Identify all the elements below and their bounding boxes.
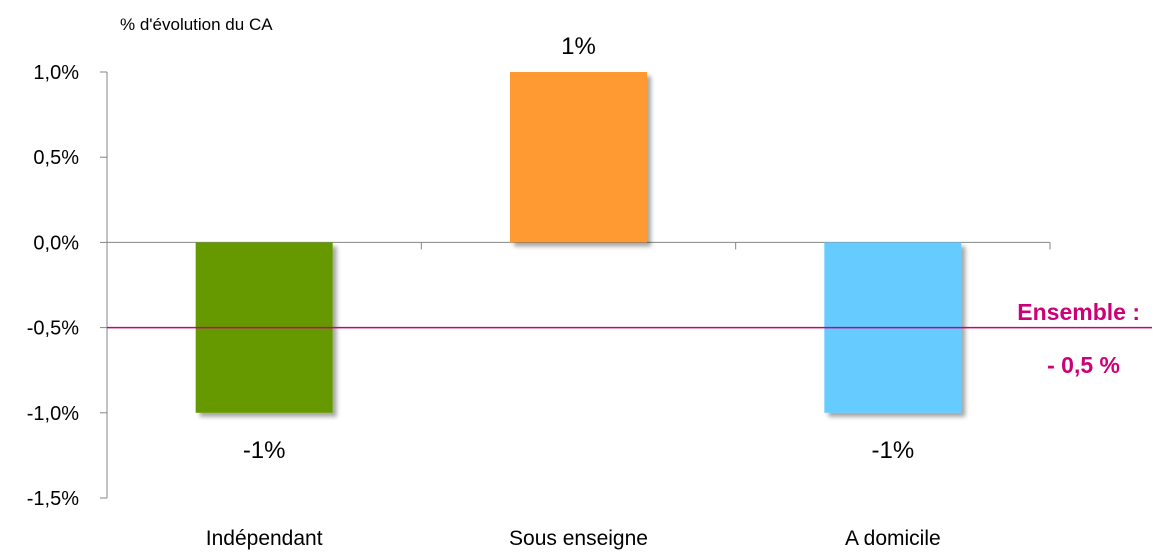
category-label: A domicile bbox=[845, 527, 941, 550]
reference-value: - 0,5 % bbox=[1047, 352, 1120, 378]
y-tick-label: -0,5% bbox=[27, 318, 79, 340]
reference-label: Ensemble : bbox=[1017, 299, 1140, 325]
data-label: -1% bbox=[871, 437, 914, 464]
bar bbox=[510, 72, 647, 243]
category-label: Sous enseigne bbox=[509, 527, 648, 550]
y-axis-title: % d'évolution du CA bbox=[120, 15, 273, 34]
reference-group: Ensemble : - 0,5 % bbox=[107, 299, 1152, 378]
category-label: Indépendant bbox=[206, 527, 323, 550]
data-label: 1% bbox=[561, 33, 596, 60]
y-tick-label: 1,0% bbox=[33, 62, 79, 84]
y-tick-label: 0,5% bbox=[33, 147, 79, 169]
data-label: -1% bbox=[243, 437, 286, 464]
y-tick-label: -1,0% bbox=[27, 403, 79, 425]
labels-group: -1% Indépendant 1% Sous enseigne -1% A domici… bbox=[206, 33, 941, 550]
y-tick-label: -1,5% bbox=[27, 488, 79, 510]
bars-group bbox=[195, 72, 962, 413]
y-tick-label: 0,0% bbox=[33, 232, 79, 254]
